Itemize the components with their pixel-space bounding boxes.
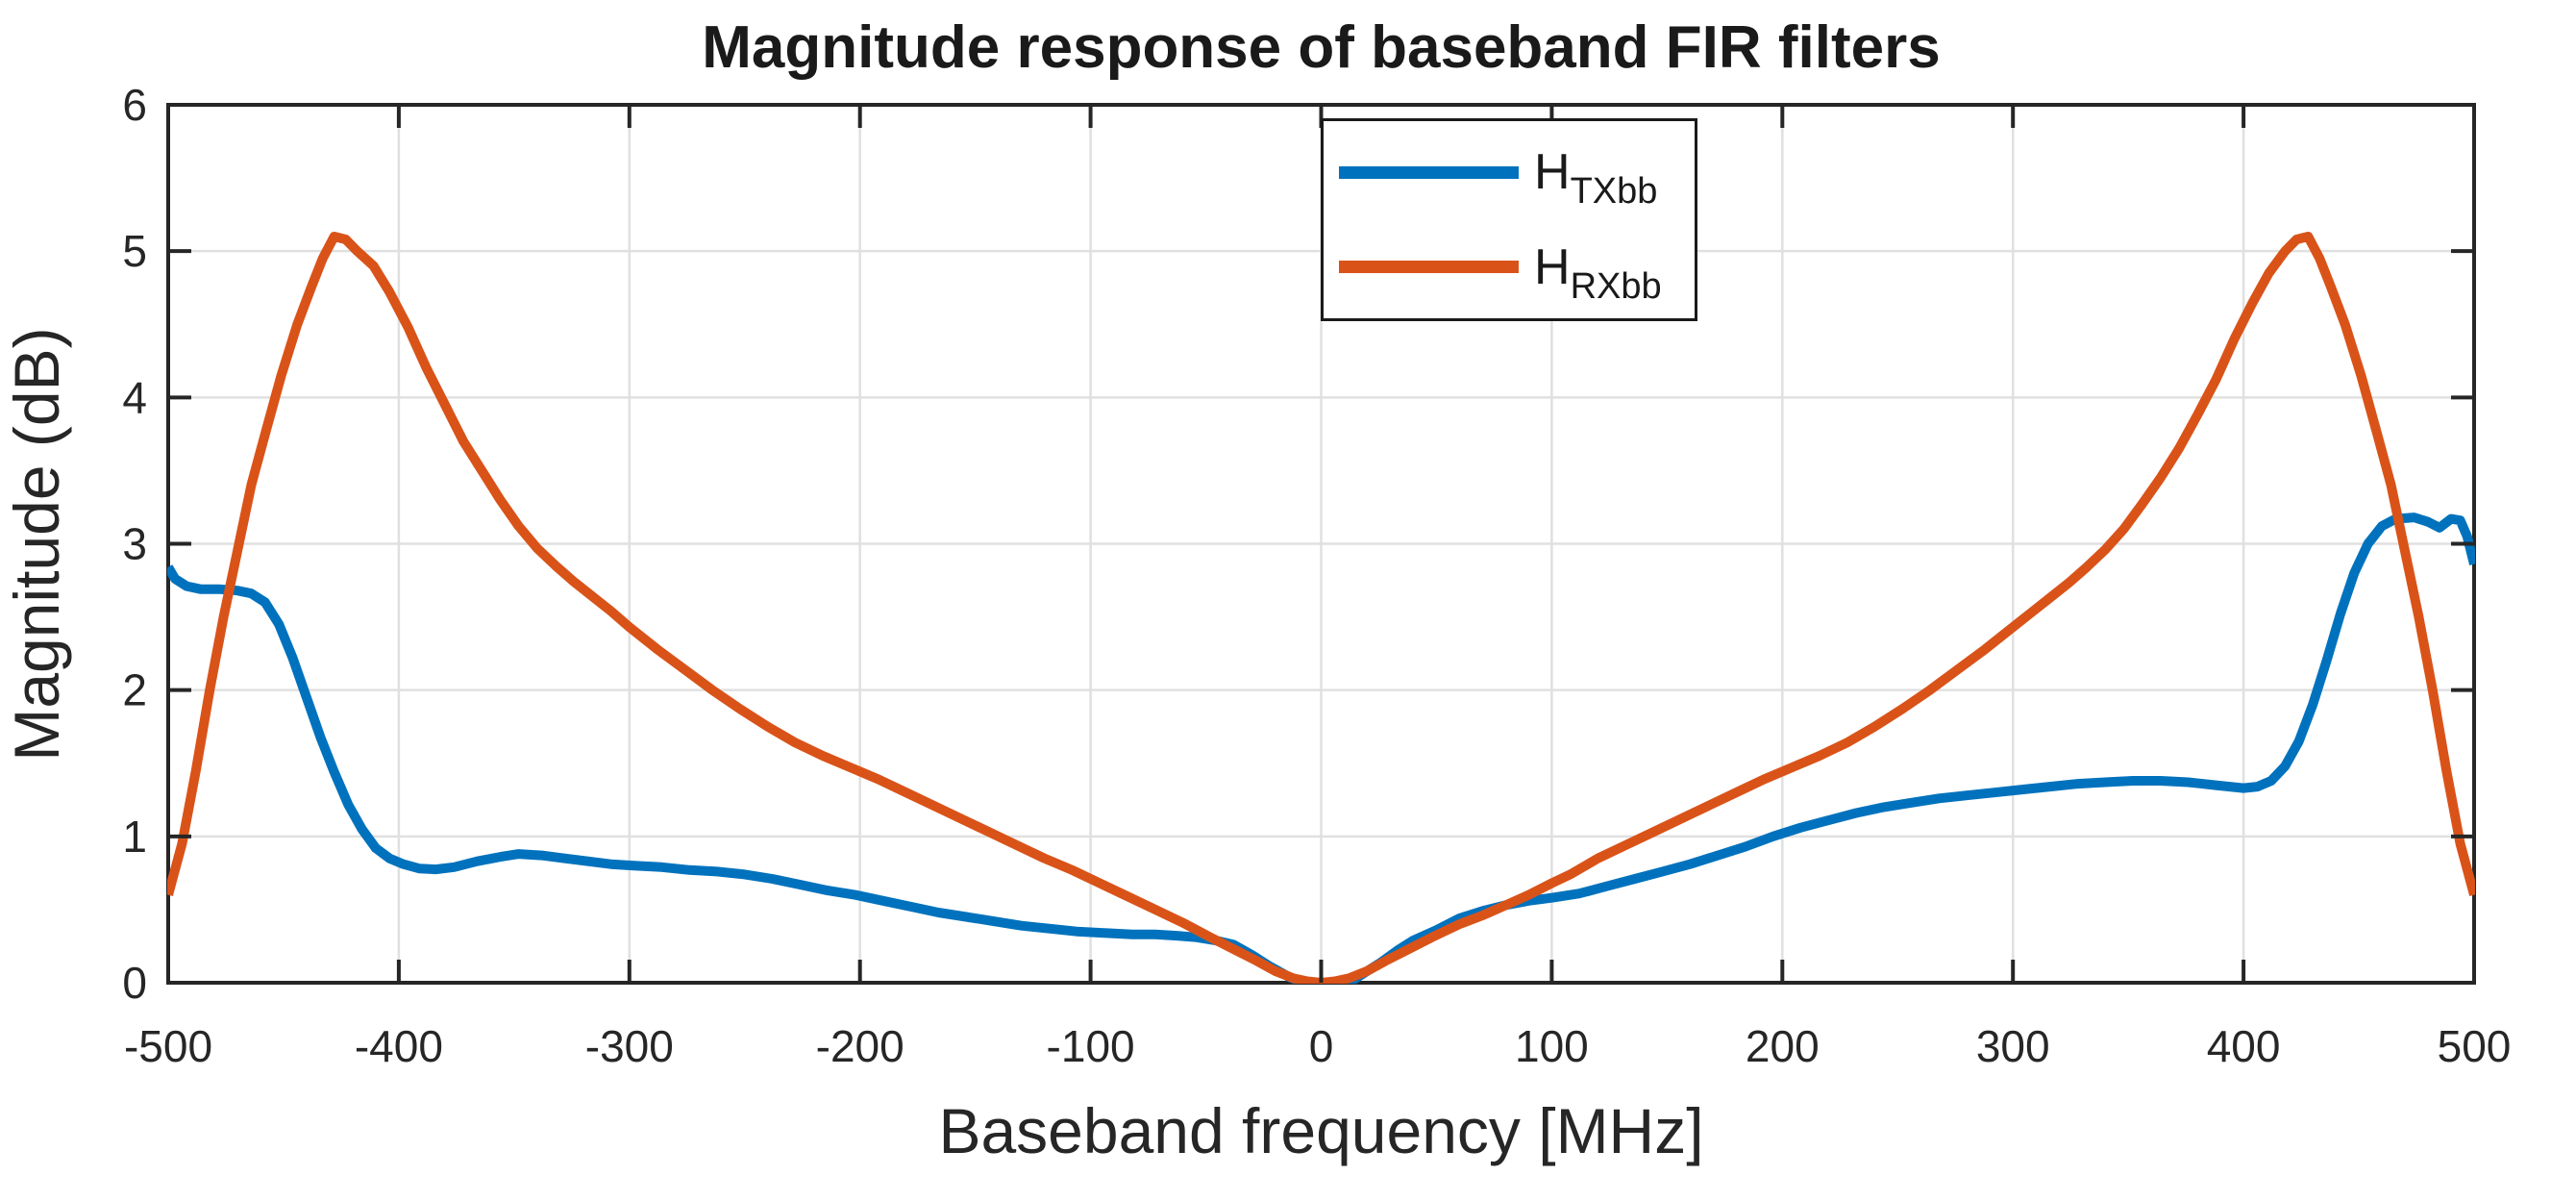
chart-title: Magnitude response of baseband FIR filte… [702,14,1941,81]
legend-row-txbb: HTXbb [1324,129,1695,215]
x-tick-label: 400 [2207,1021,2281,1071]
legend-row-rxbb: HRXbb [1324,224,1695,311]
y-tick-label: 6 [122,80,147,130]
x-axis-label: Baseband frequency [MHz] [938,1095,1704,1166]
legend-label-rxbb-base: H [1534,238,1571,295]
x-tick-label: -300 [585,1021,674,1071]
y-tick-label: 0 [122,958,147,1008]
series-curves [167,232,2475,984]
x-tick-label: 200 [1746,1021,1820,1071]
legend: HTXbb HRXbb [1321,118,1697,321]
y-tick-label: 5 [122,226,147,276]
x-tick-label: -100 [1047,1021,1135,1071]
x-tick-label: -400 [355,1021,443,1071]
txbb-line-swatch [1339,165,1519,179]
x-tick-label: -500 [124,1021,212,1071]
x-tick-label: 300 [1976,1021,2050,1071]
x-tick-label: 0 [1309,1021,1334,1071]
curve-h-txbb [167,513,2475,984]
y-tick-label: 3 [122,519,147,569]
y-tick-label: 1 [122,812,147,862]
y-tick-label: 4 [122,372,147,422]
y-tick-label: 2 [122,665,147,715]
legend-label-txbb: HTXbb [1534,144,1657,210]
y-axis-label: Magnitude (dB) [1,327,72,762]
rxbb-line-swatch [1339,261,1519,274]
legend-label-txbb-base: H [1534,144,1571,201]
x-tick-label: 100 [1515,1021,1589,1071]
legend-label-rxbb-sub: RXbb [1570,265,1662,307]
curve-h-rxbb [167,232,2475,984]
y-tick-labels: 0 1 2 3 4 5 6 [122,80,147,1008]
x-tick-labels: -500 -400 -300 -200 -100 0 100 200 300 400 500 [124,1021,2511,1071]
x-tick-label: -200 [816,1021,904,1071]
legend-label-txbb-sub: TXbb [1570,171,1658,213]
legend-label-rxbb: HRXbb [1534,238,1662,305]
x-tick-label: 500 [2438,1021,2512,1071]
